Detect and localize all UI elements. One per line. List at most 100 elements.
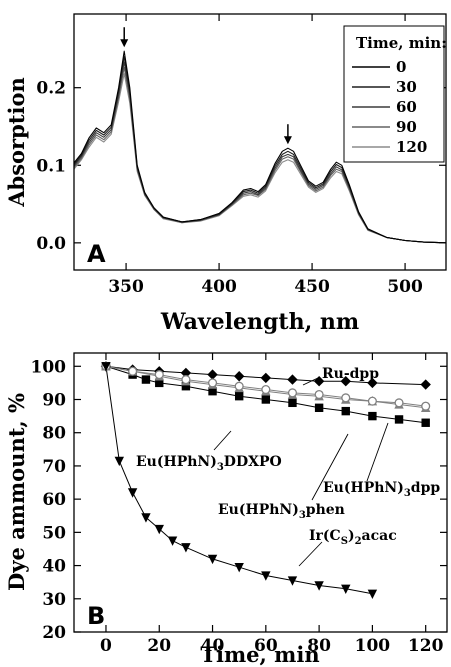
panel-b-x-tick-label: 120 [408,636,444,656]
panel-b-x-tick-label: 0 [100,636,112,656]
panel-b-y-tick-label: 60 [42,490,66,510]
panel-b-x-tick-label: 80 [307,636,331,656]
panel-b-point [261,571,271,581]
ddxpo-pointer [213,430,232,451]
panel-a-legend-title: Time, min: [356,34,447,52]
panel-b-point [155,378,164,388]
panel-a-arrow-head [283,136,292,145]
panel-b-point [420,379,431,390]
panel-a-legend-label-120: 120 [396,138,427,156]
panel-b-point [141,375,151,384]
panel-a-y-tick-label: 0.2 [36,79,66,99]
panel-b-point [207,369,218,380]
panel-a-series-line-60 [73,61,447,244]
panel-b-point [180,367,192,379]
panel-b-y-tick-label: 70 [42,457,66,477]
panel-b-point [341,406,350,416]
panel-b-point [127,488,138,498]
panel-a-series [73,50,447,244]
panel-b-frame [73,352,448,633]
panel-a-x-tick-label: 400 [201,277,237,297]
panel-b-point [394,398,404,408]
ir-pointer [298,541,323,567]
panel-b-point [101,362,111,372]
panel-a-legend-items: 0 30 60 90 120 [352,58,427,156]
panel-b-letter: B [87,602,105,630]
panel-a-x-tick-label: 500 [387,277,423,297]
panel-b-point [154,524,164,535]
panel-a-x-tick-label: 450 [294,277,330,297]
panel-a-arrows [120,27,292,145]
panel-a-legend-label-30: 30 [396,78,417,96]
panel-a-legend: Time, min: 0 30 60 90 120 [343,25,447,163]
panel-b-y-tick-label: 90 [42,391,66,411]
ddxpo-label: Eu(HPhN)3DDXPO [136,454,282,473]
panel-b-y-tick-label: 80 [42,424,66,444]
ru-dpp-pointer [302,376,321,386]
panel-a-series-line-90 [73,66,447,244]
panel-b-point [314,403,324,413]
panel-b-y-tick-label: 100 [31,357,67,377]
panel-a-y-tick-label: 0.0 [36,234,66,254]
panel-b-point [208,386,217,396]
panel-a-chart: 350 400 450 500 0.0 0.1 0.2 Absorption Wavelen… [4,13,447,335]
panel-a-x-tick-label: 350 [108,277,144,297]
panel-a-legend-label-90: 90 [396,118,417,136]
panel-b-x-tick-label: 40 [201,636,225,656]
panel-b-point [181,543,191,553]
panel-a-series-line-0 [73,50,447,244]
panel-b-point [287,388,298,398]
panel-b-point [394,415,404,424]
panel-b-point [234,381,244,391]
panel-b-point [421,418,430,427]
eu-phen-label: Eu(HPhN)3phen [218,502,345,521]
panel-b-annotations: Ru-dpp Eu(HPhN)3DDXPO Eu(HPhN)3dpp Eu(HP… [136,366,440,567]
panel-a-frame [73,13,447,271]
panel-b-x-tick-label: 100 [355,636,391,656]
panel-a-legend-label-0: 0 [396,58,406,76]
panel-a-x-axis-title: Wavelength, nm [160,309,359,335]
panel-b-point [167,536,178,546]
panel-b-point [314,389,324,400]
panel-b-point [368,411,377,421]
panel-b-point [421,401,431,411]
panel-b-series-line [105,366,373,595]
ir-label: Ir(CS)2acac [309,528,397,547]
dpp-pointer [366,422,389,482]
panel-a-y-axis-title: Absorption [4,77,29,208]
panel-b-point [367,377,378,389]
panel-b-ticks: 0 20 40 60 80 100 120 20 30 40 50 60 70 80 90 100 [31,353,447,656]
panel-b-point [141,513,151,523]
phen-pointer [311,433,349,501]
panel-b-y-tick-label: 40 [42,557,66,577]
panel-b-point [261,395,271,404]
panel-a-letter: A [87,240,106,268]
panel-b-point [288,398,297,408]
panel-b-point [128,366,138,376]
panel-a-ticks: 350 400 450 500 0.0 0.1 0.2 [36,14,446,297]
panel-b-x-axis-title: Time, min [200,642,319,667]
panel-b-point [367,396,377,406]
panel-b-point [181,382,191,391]
panel-b-point [181,375,191,385]
panel-b-point [114,456,124,467]
eu-dpp-label: Eu(HPhN)3dpp [323,480,440,499]
panel-b-point [207,378,218,388]
panel-b-point [207,554,218,565]
panel-b-point [340,376,351,387]
panel-b-point [233,371,245,382]
panel-b-point [234,391,244,401]
panel-a-y-tick-label: 0.1 [36,156,66,176]
panel-b-point [341,393,351,403]
panel-b-y-tick-label: 30 [42,590,66,610]
ru-dpp-label: Ru-dpp [322,366,379,382]
panel-b-point [260,372,272,384]
panel-a-legend-box [343,25,445,163]
panel-b-point [234,563,244,573]
panel-b-y-tick-label: 20 [42,623,66,643]
panel-b-point [341,584,351,595]
panel-b-point [261,384,271,395]
panel-b-point [287,576,298,586]
panel-b-y-tick-label: 50 [42,523,66,543]
